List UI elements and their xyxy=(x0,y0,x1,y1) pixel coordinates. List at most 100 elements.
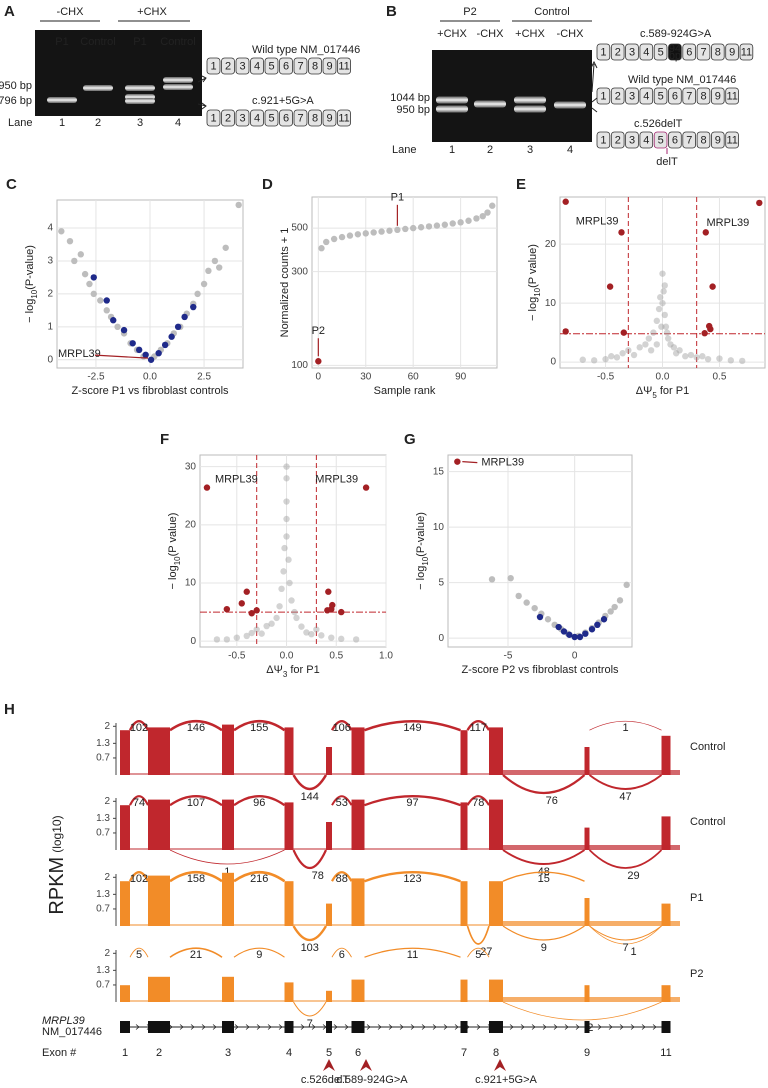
exon-number: 2 xyxy=(615,134,621,146)
y-tick-label: 500 xyxy=(291,223,308,234)
point xyxy=(660,288,667,295)
strand-chevron xyxy=(267,1024,272,1030)
x-axis-label-part: for P1 xyxy=(287,664,319,676)
point xyxy=(147,356,155,363)
junction-arc xyxy=(233,947,285,958)
point xyxy=(58,228,65,235)
exon-box xyxy=(279,109,293,127)
point xyxy=(386,227,393,234)
exon-box xyxy=(337,57,351,75)
junction-arc xyxy=(467,947,490,958)
junction-count: 76 xyxy=(546,795,558,807)
panel-letter: E xyxy=(516,176,526,193)
y-tick-label: 300 xyxy=(291,266,308,277)
coverage-block xyxy=(489,979,503,1002)
panel-letter: H xyxy=(4,701,15,718)
y-axis-label-part: − log xyxy=(167,565,179,589)
coverage-block xyxy=(326,990,332,1002)
exon-number: 2 xyxy=(615,46,621,58)
point xyxy=(283,498,290,505)
y-tick-label: 1 xyxy=(47,321,53,332)
gel-band xyxy=(514,105,546,113)
coverage-block xyxy=(489,799,503,850)
point xyxy=(619,350,626,357)
coverage-block xyxy=(351,979,365,1002)
point xyxy=(129,340,136,347)
junction-arc xyxy=(364,720,461,732)
junction-arc xyxy=(292,849,327,870)
junction-arc xyxy=(233,719,286,732)
junction-arc xyxy=(169,719,223,732)
exon-number: 3 xyxy=(629,46,635,58)
strand-chevron xyxy=(641,1024,646,1030)
exon-box xyxy=(322,57,337,75)
point xyxy=(328,634,335,641)
lane-number: 4 xyxy=(567,144,573,156)
y-tick-label: 1.3 xyxy=(96,965,110,976)
point xyxy=(114,323,121,331)
point xyxy=(211,257,219,265)
junction-arc xyxy=(589,720,662,731)
point xyxy=(588,626,596,633)
x-tick-label: 0.0 xyxy=(143,372,157,383)
exon-box xyxy=(653,87,668,105)
x-axis-label-part: 3 xyxy=(283,670,288,679)
exon-box xyxy=(696,131,711,149)
exon-number: 7 xyxy=(297,112,303,124)
gel-band xyxy=(163,77,193,83)
junction-arc xyxy=(293,1001,327,1017)
y-tick-label: 15 xyxy=(433,466,445,477)
coverage-block xyxy=(120,985,130,1002)
point xyxy=(248,629,255,637)
junction-count: 2 xyxy=(587,1022,593,1034)
exon-box xyxy=(322,109,337,127)
exon-box xyxy=(725,43,739,61)
exon-box xyxy=(696,87,711,105)
point xyxy=(642,341,649,348)
coverage-block xyxy=(222,976,234,1002)
x-axis-label-part: for P1 xyxy=(657,385,689,397)
annotation-leader xyxy=(94,354,149,359)
point xyxy=(235,201,242,209)
point xyxy=(709,283,716,290)
annotation: MRPL39 xyxy=(481,457,524,469)
strand-chevron xyxy=(377,1024,382,1030)
lane-number: 4 xyxy=(175,117,181,129)
y-tick-label: 20 xyxy=(545,239,557,250)
lane-header: -CHX xyxy=(557,28,585,40)
annotation: P1 xyxy=(391,192,404,204)
gene-exon xyxy=(326,1021,332,1033)
point xyxy=(454,458,461,465)
exon-number: 7 xyxy=(461,1047,467,1059)
junction-arc xyxy=(502,925,585,941)
exon-box xyxy=(682,87,696,105)
point xyxy=(409,224,417,232)
exon-number: 9 xyxy=(326,112,332,124)
junction-count: 29 xyxy=(627,870,639,882)
x-tick-label: 0 xyxy=(572,651,578,662)
exon-number: 1 xyxy=(600,46,606,58)
point xyxy=(283,515,290,523)
point xyxy=(613,354,621,361)
exon-box xyxy=(653,43,668,61)
coverage-block xyxy=(584,985,590,1002)
y-axis-label-part: (P-value) xyxy=(24,245,36,290)
point xyxy=(81,270,89,278)
strand-chevron xyxy=(564,1024,569,1030)
point xyxy=(489,202,496,209)
exon-box xyxy=(610,87,625,105)
junction-arc xyxy=(128,720,150,731)
junction-count: 216 xyxy=(250,873,268,885)
y-tick-label: 0 xyxy=(47,354,53,365)
strand-chevron xyxy=(201,1024,206,1030)
exon-number: 9 xyxy=(326,60,332,72)
exon-box xyxy=(206,109,221,127)
exon-number: 11 xyxy=(741,46,752,58)
point xyxy=(213,636,221,643)
exon-box xyxy=(610,131,625,149)
point xyxy=(425,223,433,230)
exon-box xyxy=(293,109,308,127)
point xyxy=(417,224,425,231)
point xyxy=(258,630,265,637)
point xyxy=(223,636,231,643)
